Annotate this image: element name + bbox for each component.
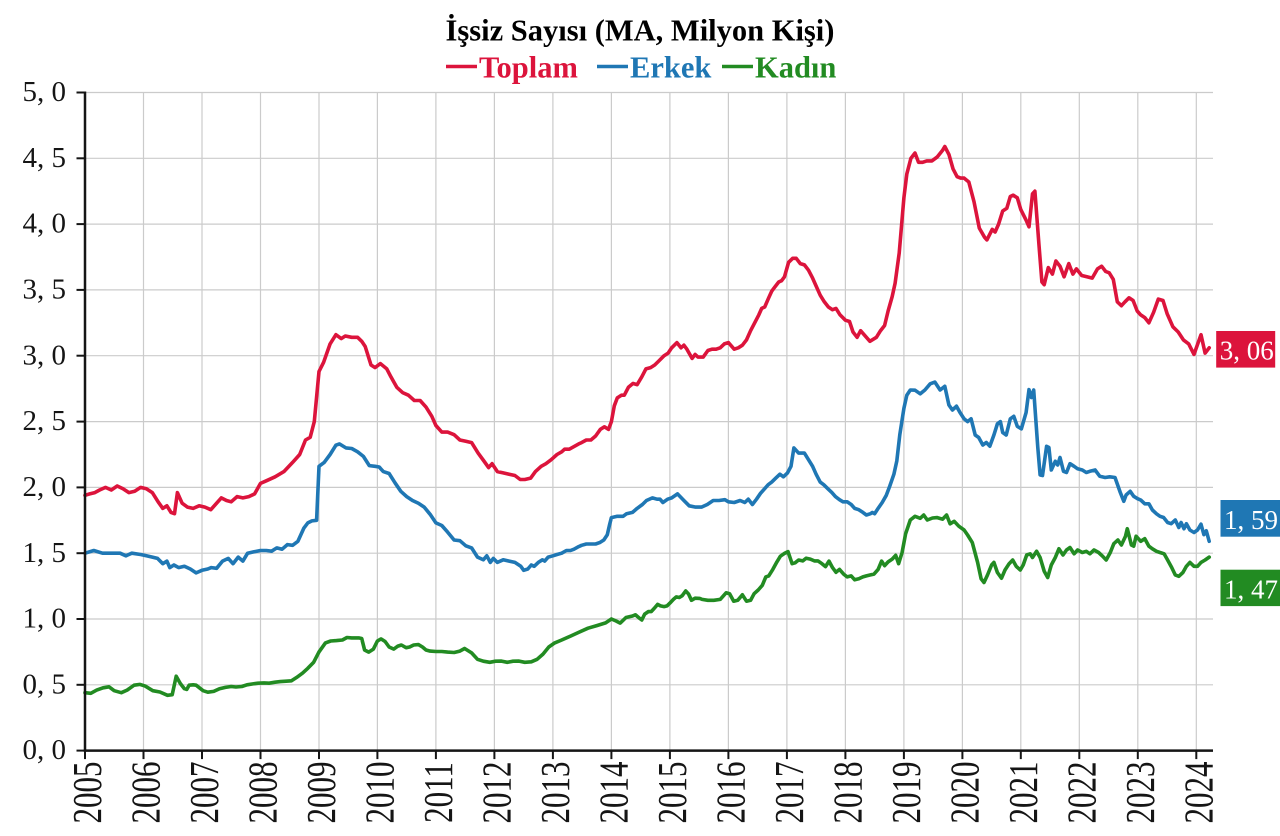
svg-text:1, 59: 1, 59: [1224, 505, 1278, 535]
svg-text:2010: 2010: [356, 762, 402, 824]
svg-text:2021: 2021: [1000, 762, 1046, 824]
svg-text:3, 0: 3, 0: [23, 339, 67, 371]
svg-text:2024: 2024: [1175, 762, 1221, 824]
svg-text:4, 5: 4, 5: [23, 142, 67, 174]
svg-text:2, 0: 2, 0: [23, 471, 67, 503]
svg-text:2017: 2017: [766, 762, 812, 824]
svg-text:2013: 2013: [532, 762, 578, 824]
svg-text:0, 5: 0, 5: [23, 668, 67, 700]
svg-text:2020: 2020: [941, 762, 987, 824]
svg-text:3, 06: 3, 06: [1220, 335, 1274, 365]
svg-text:2022: 2022: [1058, 762, 1104, 824]
svg-text:İşsiz Sayısı (MA, Milyon Kişi): İşsiz Sayısı (MA, Milyon Kişi): [446, 14, 835, 48]
svg-text:1, 47: 1, 47: [1224, 575, 1278, 605]
svg-text:1, 0: 1, 0: [23, 603, 67, 635]
svg-text:Erkek: Erkek: [630, 51, 711, 85]
svg-text:2007: 2007: [181, 762, 227, 824]
svg-text:2006: 2006: [122, 762, 168, 824]
svg-text:2005: 2005: [64, 762, 110, 824]
svg-text:2018: 2018: [824, 762, 870, 824]
svg-text:Kadın: Kadın: [755, 51, 836, 85]
svg-text:2023: 2023: [1117, 762, 1163, 824]
svg-text:2014: 2014: [590, 762, 636, 824]
svg-text:Toplam: Toplam: [479, 51, 578, 85]
svg-text:5, 0: 5, 0: [23, 76, 67, 108]
svg-text:3, 5: 3, 5: [23, 274, 67, 306]
svg-text:2015: 2015: [649, 762, 695, 824]
svg-text:2011: 2011: [415, 762, 461, 823]
svg-text:0, 0: 0, 0: [23, 734, 67, 766]
svg-text:2016: 2016: [707, 762, 753, 824]
svg-text:2009: 2009: [298, 762, 344, 824]
svg-text:1, 5: 1, 5: [23, 537, 67, 569]
svg-text:2, 5: 2, 5: [23, 405, 67, 437]
svg-text:2008: 2008: [239, 762, 285, 824]
svg-text:2012: 2012: [473, 762, 519, 824]
svg-text:2019: 2019: [883, 762, 929, 824]
svg-text:4, 0: 4, 0: [23, 208, 67, 240]
